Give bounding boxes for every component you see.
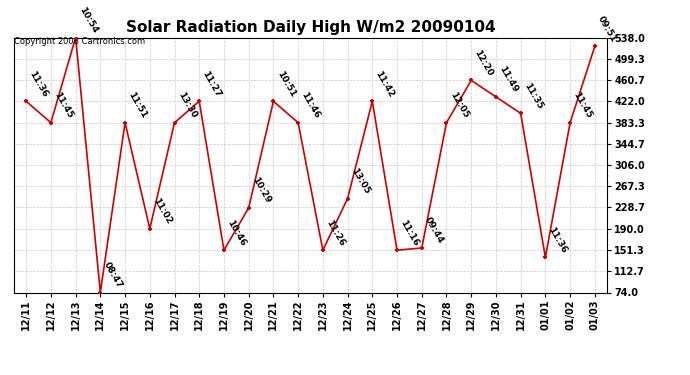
Point [515,110,526,116]
Text: 08:47: 08:47 [101,260,124,290]
Text: 10:29: 10:29 [250,176,272,205]
Point [169,120,180,126]
Text: 11:26: 11:26 [324,218,346,248]
Point [391,247,402,253]
Point [194,98,205,104]
Point [46,120,57,126]
Point [342,195,353,201]
Text: Copyright 2008 Cartronics.com: Copyright 2008 Cartronics.com [14,38,145,46]
Text: 11:42: 11:42 [374,69,396,99]
Point [219,247,230,253]
Title: Solar Radiation Daily High W/m2 20090104: Solar Radiation Daily High W/m2 20090104 [126,20,495,35]
Text: 12:05: 12:05 [448,91,470,120]
Point [491,94,502,100]
Point [540,254,551,260]
Text: 10:51: 10:51 [275,69,297,99]
Point [70,34,81,40]
Point [367,98,378,104]
Point [466,77,477,83]
Text: 11:02: 11:02 [151,197,173,226]
Text: 13:05: 13:05 [349,166,371,196]
Point [317,247,328,253]
Point [144,226,155,232]
Text: 10:46: 10:46 [226,218,248,248]
Point [95,290,106,296]
Text: 11:36: 11:36 [28,69,50,99]
Text: 11:35: 11:35 [522,81,544,111]
Text: 11:49: 11:49 [497,64,520,94]
Text: 11:27: 11:27 [201,69,223,99]
Text: 11:51: 11:51 [126,91,148,120]
Text: 11:46: 11:46 [299,90,322,120]
Point [243,205,254,211]
Point [416,245,427,251]
Point [119,120,130,126]
Text: 11:16: 11:16 [398,218,420,248]
Text: 10:54: 10:54 [77,5,99,35]
Text: 09:51: 09:51 [596,14,618,44]
Text: 11:45: 11:45 [571,90,593,120]
Text: 13:30: 13:30 [176,91,198,120]
Point [441,120,452,126]
Text: 12:20: 12:20 [473,48,495,78]
Text: 09:44: 09:44 [423,216,445,245]
Point [589,43,600,49]
Point [21,98,32,104]
Text: 11:36: 11:36 [546,225,569,255]
Point [564,120,575,126]
Point [268,98,279,104]
Text: 11:45: 11:45 [52,90,75,120]
Point [293,120,304,126]
